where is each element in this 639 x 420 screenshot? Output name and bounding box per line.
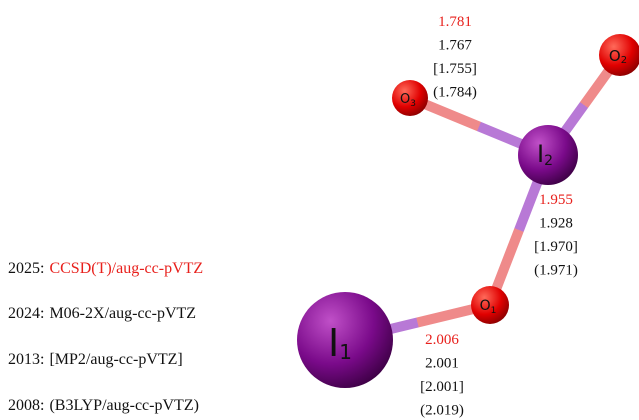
bond-length: 1.781 [438, 14, 472, 30]
atom-index: 1 [339, 340, 352, 364]
legend-entry: 2024: M06-2X/aug-cc-pVTZ [8, 305, 196, 322]
bond-length: 1.928 [539, 216, 573, 232]
atom-index: 3 [410, 99, 416, 109]
legend-method: CCSD(T)/aug-cc-pVTZ [49, 260, 203, 277]
bond-length: 2.001 [425, 356, 459, 372]
bond-length: 2.006 [425, 332, 459, 348]
legend-method: M06-2X/aug-cc-pVTZ [49, 305, 196, 322]
bond-length: (1.784) [433, 85, 477, 101]
bond-length: (1.971) [534, 263, 578, 279]
bond-length: [2.001] [420, 379, 464, 395]
atom-symbol: O [400, 92, 410, 107]
atom-symbol: I [328, 321, 339, 365]
atom-index: 2 [621, 55, 627, 66]
legend: 2025: CCSD(T)/aug-cc-pVTZ 2024: M06-2X/aug-… [8, 260, 203, 414]
bond-length: [1.755] [433, 61, 477, 77]
legend-year: 2008: [8, 397, 44, 414]
legend-method: [MP2/aug-cc-pVTZ] [49, 351, 182, 368]
bond-length: 1.767 [438, 38, 472, 54]
legend-entry: 2008: (B3LYP/aug-cc-pVTZ) [8, 397, 199, 414]
atom-symbol: O [609, 47, 621, 65]
atom-index: 1 [491, 306, 497, 316]
legend-year: 2013: [8, 351, 44, 368]
legend-year: 2024: [8, 305, 44, 322]
legend-entry: 2013: [MP2/aug-cc-pVTZ] [8, 351, 183, 368]
atom-index: 2 [544, 153, 553, 169]
atom-symbol: O [480, 298, 491, 314]
atom-symbol: I [537, 140, 544, 168]
diagram: I1 O1 I2 O3 O2 2.0062.001[2.001](2.019)1… [0, 0, 639, 420]
legend-method: (B3LYP/aug-cc-pVTZ) [49, 397, 198, 414]
bond-labels: 2.006 2.001 [2.001] (2.019) 1.955 1.928 [1.970… [420, 14, 578, 419]
bond-length: 1.955 [539, 192, 573, 208]
legend-entry: 2025: CCSD(T)/aug-cc-pVTZ [8, 260, 203, 277]
bond-length: [1.970] [534, 239, 578, 255]
legend-year: 2025: [8, 260, 44, 277]
bond-length: (2.019) [420, 403, 464, 419]
